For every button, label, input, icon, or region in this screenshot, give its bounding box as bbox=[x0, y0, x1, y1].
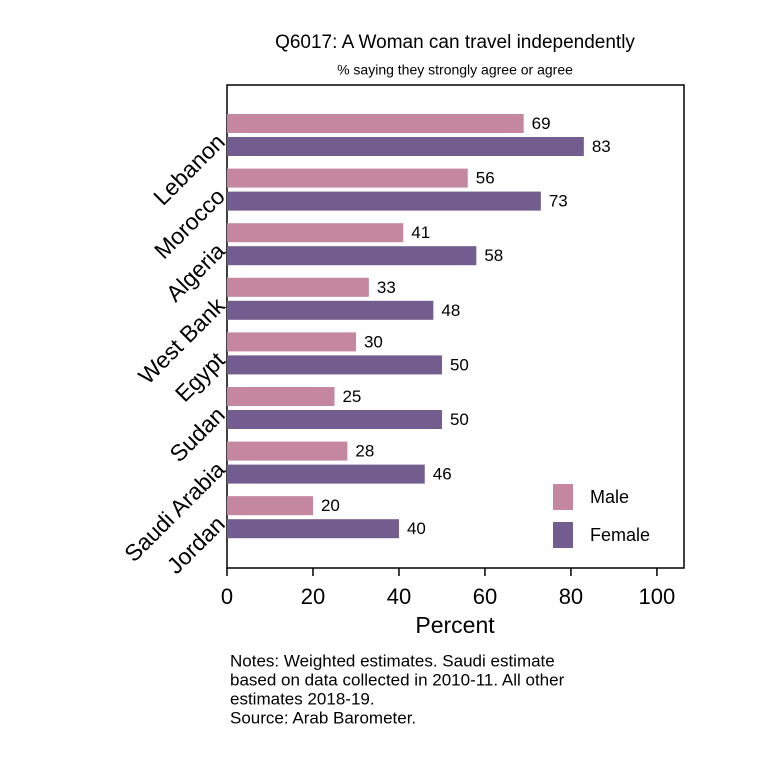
bar bbox=[227, 223, 404, 243]
value-label: 25 bbox=[342, 387, 361, 406]
chart-subtitle: % saying they strongly agree or agree bbox=[337, 62, 573, 78]
bar bbox=[227, 387, 335, 406]
value-label: 58 bbox=[484, 246, 503, 265]
bar bbox=[227, 496, 313, 516]
note: Notes: Weighted estimates. Saudi estimat… bbox=[230, 651, 555, 670]
bar bbox=[227, 191, 541, 211]
x-tick-label: 80 bbox=[559, 584, 583, 609]
bar bbox=[227, 168, 468, 188]
value-label: 73 bbox=[549, 192, 568, 211]
bar bbox=[227, 519, 399, 539]
x-tick-label: 40 bbox=[387, 584, 411, 609]
note: Source: Arab Barometer. bbox=[230, 708, 416, 727]
value-label: 50 bbox=[450, 355, 469, 374]
chart-title: Q6017: A Woman can travel independently bbox=[275, 32, 635, 53]
value-label: 28 bbox=[355, 442, 374, 461]
value-label: 83 bbox=[592, 137, 611, 156]
legend-swatch bbox=[553, 484, 573, 510]
x-tick-label: 60 bbox=[473, 584, 497, 609]
legend-swatch bbox=[553, 522, 573, 548]
bar bbox=[227, 355, 442, 375]
bar bbox=[227, 332, 356, 352]
value-label: 40 bbox=[407, 519, 426, 538]
x-tick-label: 0 bbox=[221, 584, 233, 609]
bar bbox=[227, 464, 425, 484]
bar bbox=[227, 277, 369, 297]
bar bbox=[227, 137, 584, 156]
value-label: 41 bbox=[411, 223, 430, 242]
legend-label: Male bbox=[590, 487, 629, 507]
value-label: 48 bbox=[441, 301, 460, 320]
x-tick-label: 20 bbox=[301, 584, 325, 609]
note: based on data collected in 2010-11. All … bbox=[230, 670, 565, 689]
x-tick-label: 100 bbox=[639, 584, 676, 609]
bar bbox=[227, 410, 442, 429]
x-axis-label: Percent bbox=[415, 612, 495, 638]
bar bbox=[227, 300, 434, 320]
legend-label: Female bbox=[590, 525, 650, 545]
value-label: 20 bbox=[321, 496, 340, 515]
bar bbox=[227, 246, 477, 266]
value-label: 69 bbox=[532, 114, 551, 133]
value-label: 56 bbox=[476, 169, 495, 188]
bar bbox=[227, 114, 524, 133]
note: estimates 2018-19. bbox=[230, 689, 375, 708]
value-label: 46 bbox=[433, 465, 452, 484]
value-label: 30 bbox=[364, 332, 383, 351]
bar bbox=[227, 441, 348, 461]
value-label: 33 bbox=[377, 278, 396, 297]
y-tick-label: Sudan bbox=[164, 401, 229, 466]
plot-frame bbox=[226, 84, 685, 569]
value-label: 50 bbox=[450, 410, 469, 429]
